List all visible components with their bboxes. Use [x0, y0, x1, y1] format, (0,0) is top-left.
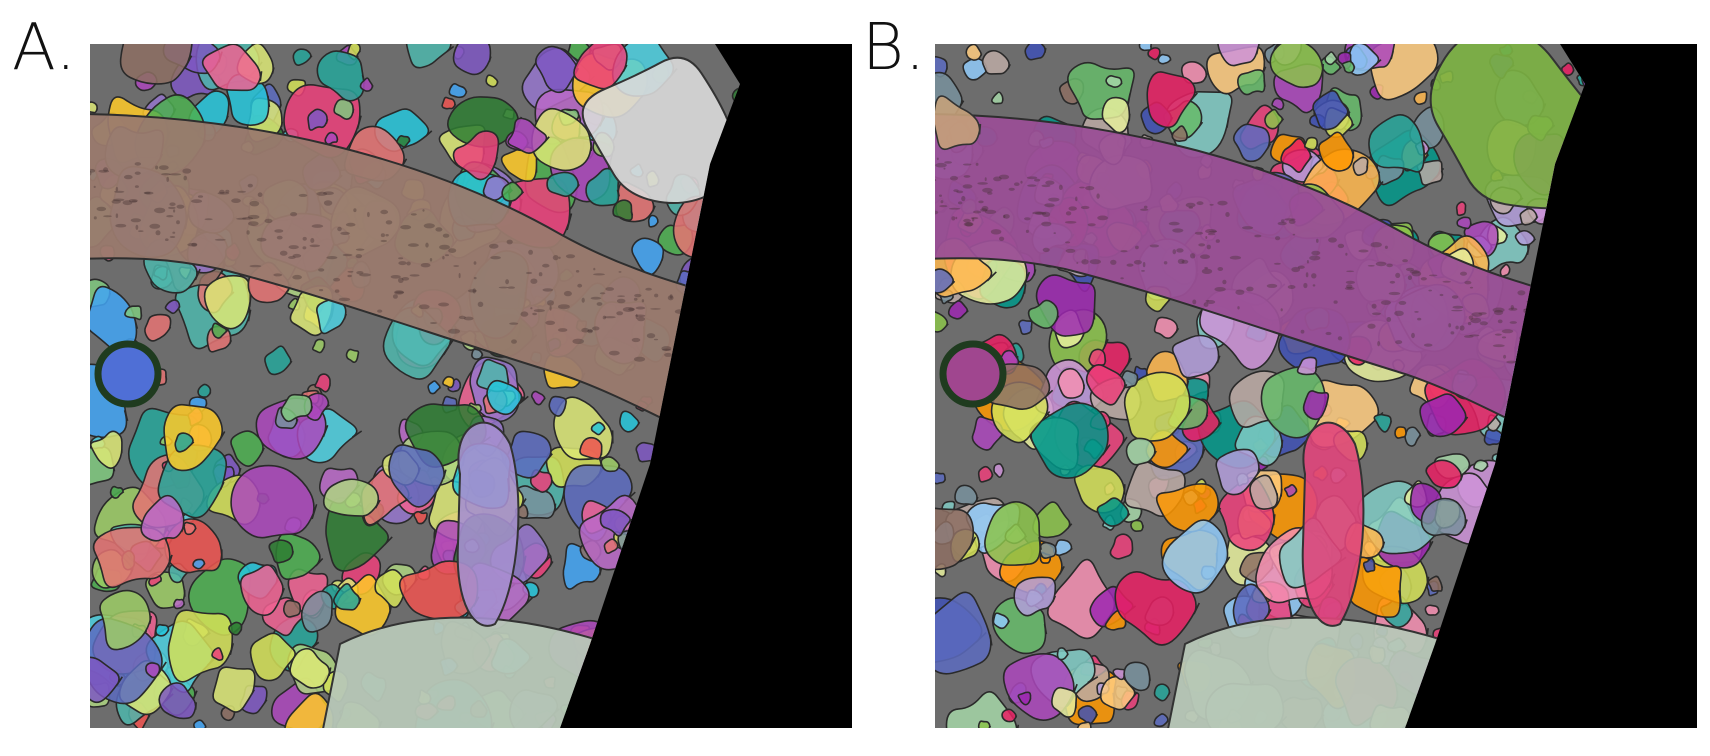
segmentation-image-b: [935, 44, 1697, 728]
segmentation-svg-a: [90, 44, 740, 728]
image-tile-a: [90, 44, 740, 728]
panel-label-a: A.: [12, 11, 77, 85]
segmentation-svg-b: [935, 44, 1585, 728]
segmentation-image-a: [90, 44, 852, 728]
image-tile-b: [935, 44, 1585, 728]
panel-label-b: B.: [862, 11, 927, 85]
